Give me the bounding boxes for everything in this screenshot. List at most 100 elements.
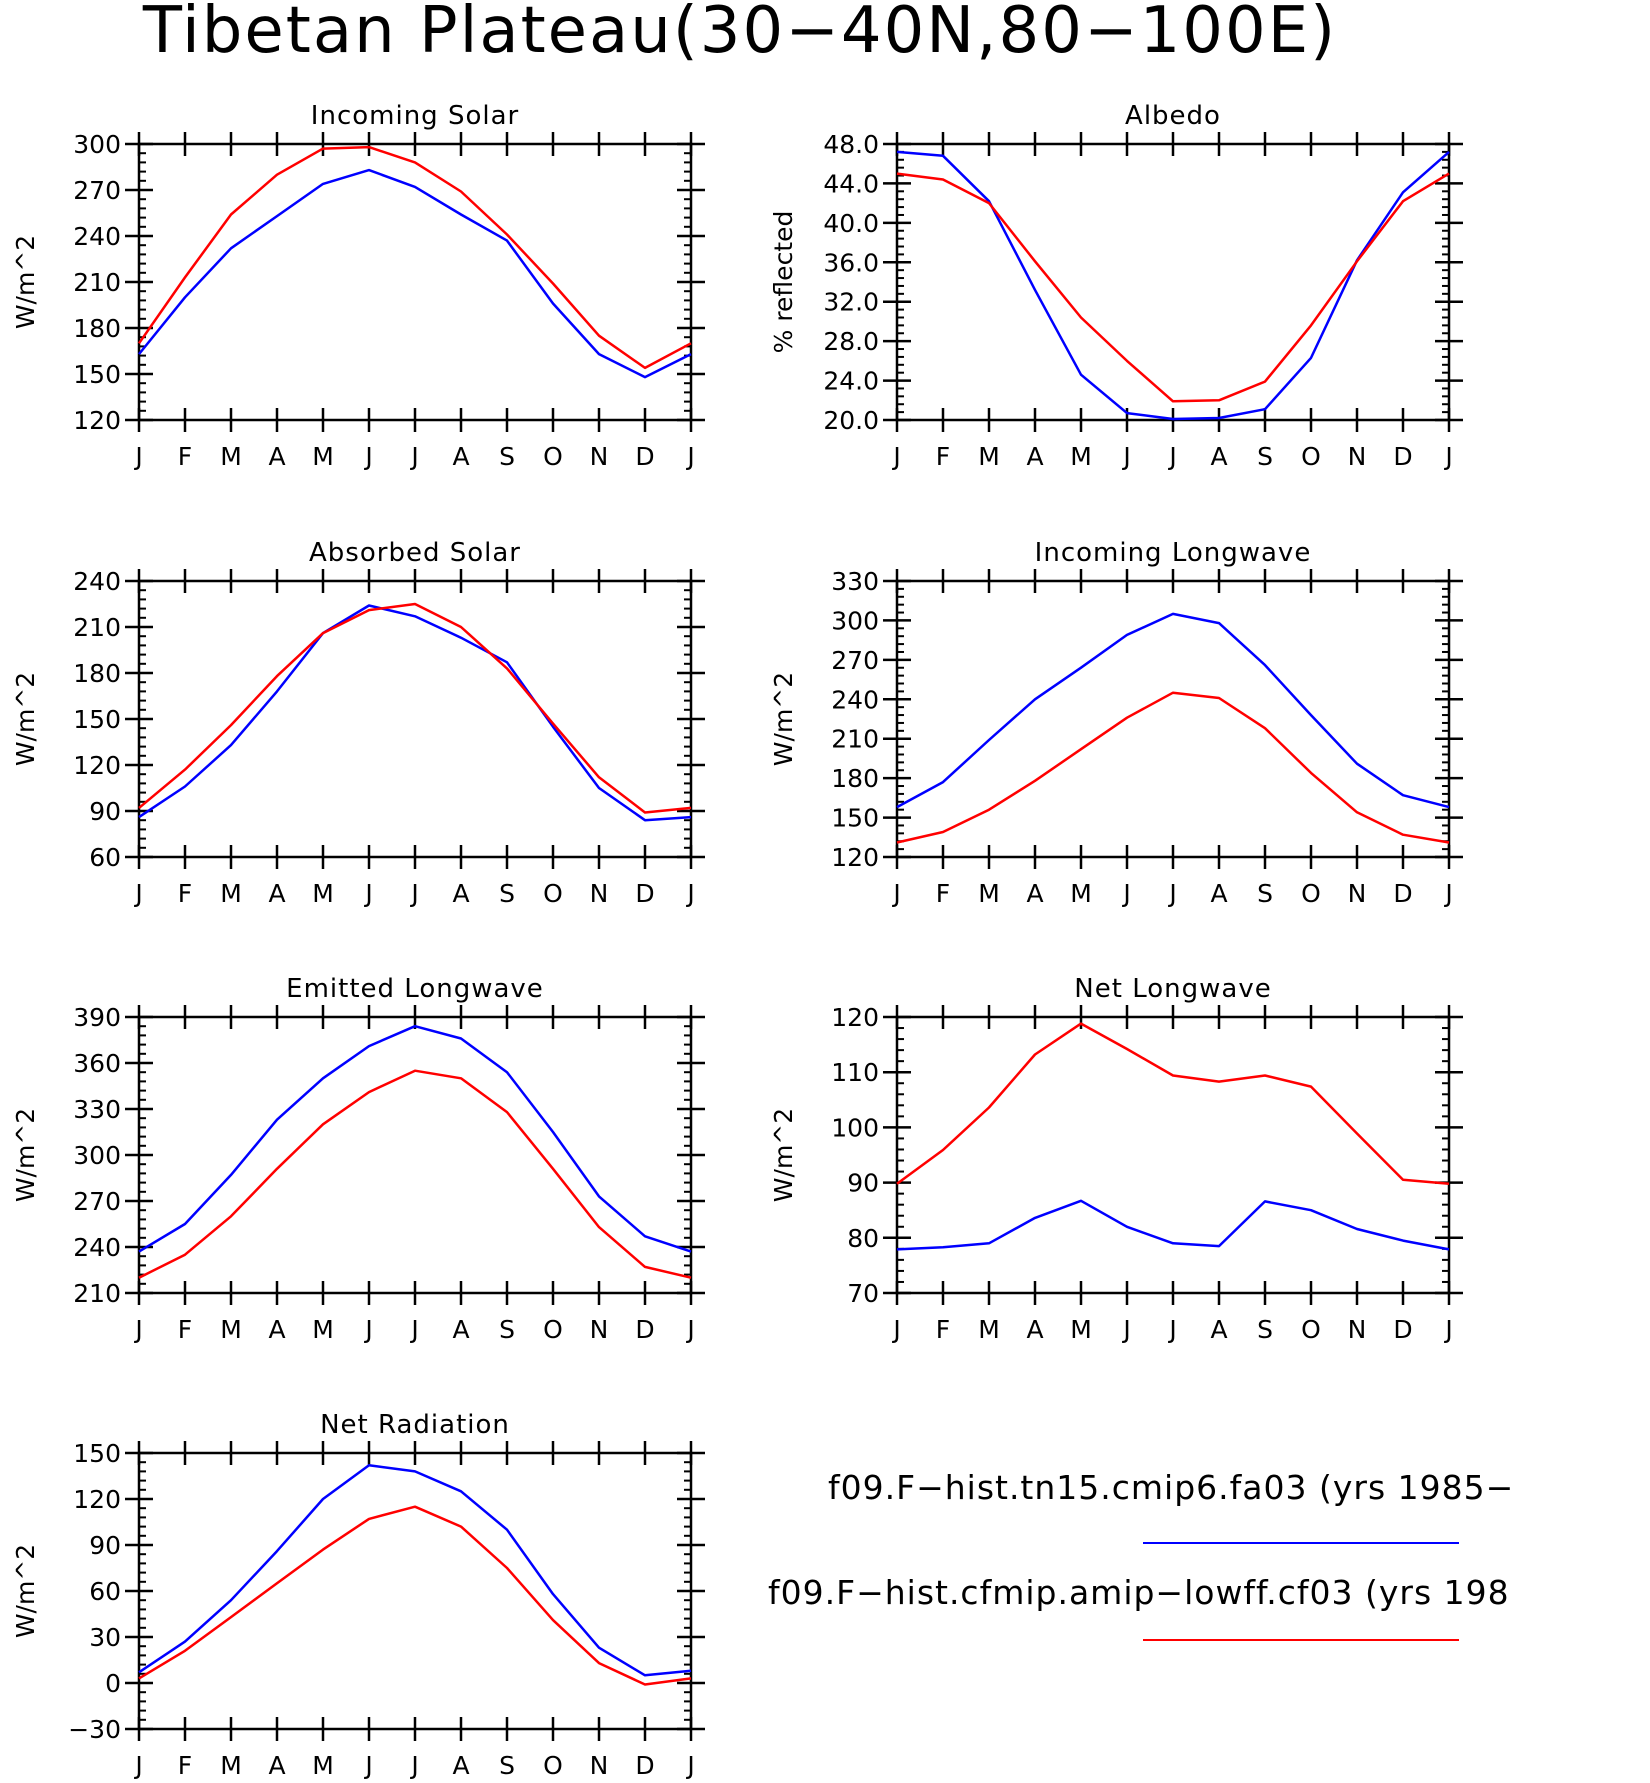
x-tick-label: S: [1257, 442, 1273, 471]
y-tick-label: 270: [73, 176, 121, 205]
x-tick-label: J: [133, 879, 142, 908]
legend-label-2: f09.F−hist.cfmip.amip−lowff.cf03 (yrs 19…: [768, 1573, 1510, 1612]
y-tick-label: 120: [73, 1485, 121, 1514]
y-tick-label: 270: [73, 1187, 121, 1216]
series-line: [896, 612, 1450, 809]
x-tick-label: J: [685, 1751, 694, 1780]
series-line: [138, 602, 692, 814]
x-tick-label: J: [685, 442, 694, 471]
chart-panel: J F M A M J J A S O N D J120150180210240270300330W/m…: [769, 538, 1463, 908]
x-tick-label: A: [452, 1315, 469, 1344]
y-tick-label: 120: [73, 406, 121, 435]
x-tick-label: N: [1348, 442, 1367, 471]
y-tick-label: 120: [831, 1003, 879, 1032]
chart-panel: J F M A M J J A S O N D J120150180210240270300W/m^2I…: [11, 101, 705, 471]
x-tick-label: O: [1301, 1315, 1321, 1344]
series-line: [137, 145, 692, 370]
x-tick-label: D: [635, 442, 654, 471]
y-tick-label: 210: [73, 1279, 121, 1308]
y-tick-label: 120: [831, 843, 879, 872]
y-tick-label: 210: [831, 725, 879, 754]
x-tick-label: D: [1393, 1315, 1412, 1344]
x-tick-label: J: [1121, 879, 1130, 908]
x-tick-label: S: [1257, 1315, 1273, 1344]
chart-panel: J F M A M J J A S O N D J210240270300330360390W/m^2E…: [11, 974, 705, 1344]
x-tick-label: J: [685, 1315, 694, 1344]
y-tick-label: 70: [847, 1279, 879, 1308]
x-tick-label: S: [499, 1315, 515, 1344]
x-tick-label: J: [685, 879, 694, 908]
x-tick-label: M: [312, 442, 334, 471]
series-line: [896, 172, 1450, 403]
series-line: [896, 150, 1450, 421]
x-tick-label: A: [1210, 879, 1227, 908]
panel-title: Emitted Longwave: [286, 974, 544, 1004]
plot-frame: [895, 1015, 1451, 1295]
x-tick-label: J: [1167, 442, 1176, 471]
y-tick-label: −30: [68, 1715, 121, 1744]
x-tick-label: F: [936, 1315, 950, 1344]
y-tick-label: 300: [831, 606, 879, 635]
plot-frame: [895, 142, 1451, 422]
x-tick-label: D: [1393, 879, 1412, 908]
x-tick-label: O: [543, 1751, 563, 1780]
y-axis-label: W/m^2: [769, 1108, 798, 1202]
y-tick-label: 36.0: [823, 248, 879, 277]
x-tick-label: J: [133, 442, 142, 471]
x-tick-label: A: [268, 1751, 285, 1780]
x-tick-label: D: [635, 1751, 654, 1780]
x-tick-label: F: [178, 1751, 192, 1780]
series-line: [896, 1022, 1450, 1185]
x-tick-label: O: [1301, 879, 1321, 908]
y-tick-label: 90: [847, 1169, 879, 1198]
y-tick-label: 180: [73, 659, 121, 688]
y-tick-label: 210: [73, 268, 121, 297]
y-tick-label: 270: [831, 646, 879, 675]
x-tick-label: N: [590, 1751, 609, 1780]
x-tick-label: M: [978, 879, 1000, 908]
x-tick-label: J: [891, 442, 900, 471]
x-tick-label: J: [1443, 1315, 1452, 1344]
x-tick-label: M: [978, 1315, 1000, 1344]
panel-title: Albedo: [1125, 101, 1221, 131]
y-tick-label: 240: [73, 1233, 121, 1262]
y-tick-label: 150: [73, 705, 121, 734]
x-tick-label: D: [1393, 442, 1412, 471]
plot-frame: [137, 1015, 693, 1295]
x-tick-label: J: [891, 879, 900, 908]
y-tick-label: 330: [831, 567, 879, 596]
x-tick-label: J: [409, 1751, 418, 1780]
x-tick-label: M: [220, 442, 242, 471]
y-tick-label: 180: [73, 314, 121, 343]
chart-panel: J F M A M J J A S O N D J6090120150180210240W/m^2Abs…: [11, 538, 705, 908]
x-tick-label: A: [1210, 442, 1227, 471]
plot-frame: [137, 1451, 693, 1731]
x-tick-label: J: [1167, 1315, 1176, 1344]
y-tick-label: 180: [831, 764, 879, 793]
x-tick-label: M: [978, 442, 1000, 471]
x-tick-label: A: [452, 442, 469, 471]
x-tick-label: N: [1348, 879, 1367, 908]
series-line: [138, 604, 692, 822]
y-tick-label: 390: [73, 1003, 121, 1032]
x-tick-label: N: [590, 442, 609, 471]
x-tick-label: A: [1026, 879, 1043, 908]
x-tick-label: F: [178, 879, 192, 908]
y-tick-label: 0: [105, 1669, 121, 1698]
x-tick-label: A: [268, 442, 285, 471]
y-tick-label: 80: [847, 1224, 879, 1253]
y-tick-label: 240: [831, 685, 879, 714]
y-tick-label: 20.0: [823, 406, 879, 435]
x-tick-label: J: [409, 879, 418, 908]
x-tick-label: J: [409, 1315, 418, 1344]
x-tick-label: J: [1121, 1315, 1130, 1344]
y-tick-label: 90: [89, 797, 121, 826]
chart-panel: J F M A M J J A S O N D J20.024.028.032.036.040.044.…: [769, 101, 1463, 471]
x-tick-label: F: [936, 879, 950, 908]
y-tick-label: 30: [89, 1623, 121, 1652]
x-tick-label: J: [1167, 879, 1176, 908]
panel-title: Net Longwave: [1074, 974, 1271, 1004]
plot-frame: [137, 142, 693, 422]
x-tick-label: M: [1070, 1315, 1092, 1344]
